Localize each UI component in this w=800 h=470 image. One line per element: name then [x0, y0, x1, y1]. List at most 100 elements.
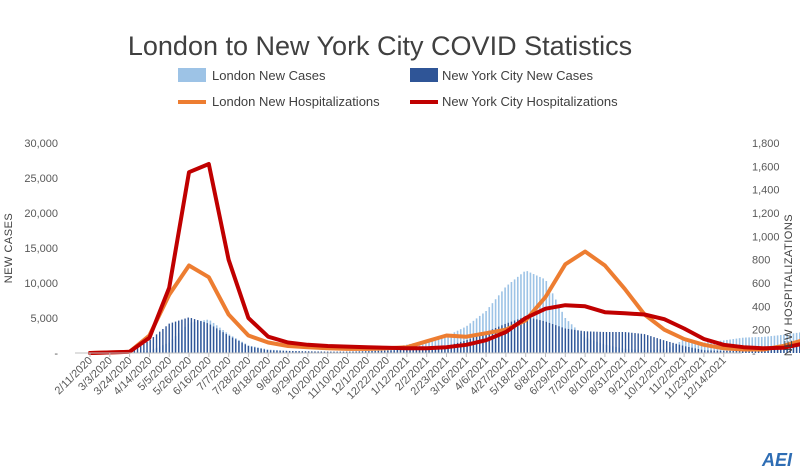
- nyc-cases-bar: [751, 350, 753, 353]
- nyc-cases-bar: [425, 348, 427, 353]
- y2-tick-label: 600: [752, 278, 770, 290]
- nyc-cases-bar: [593, 331, 595, 353]
- nyc-cases-bar: [133, 349, 136, 353]
- london-cases-bar: [551, 293, 554, 353]
- nyc-cases-bar: [539, 320, 541, 353]
- nyc-cases-bar: [726, 350, 728, 353]
- nyc-cases-bar: [412, 349, 414, 353]
- london-cases-bar: [548, 287, 551, 353]
- nyc-cases-bar: [577, 330, 579, 353]
- nyc-cases-bar: [380, 350, 383, 353]
- nyc-cases-bar: [266, 350, 269, 353]
- nyc-cases-bar: [618, 332, 620, 353]
- nyc-cases-bar: [608, 332, 611, 353]
- nyc-cases-bar: [786, 345, 788, 353]
- london-cases-bar: [434, 338, 437, 353]
- london-cases-bar: [700, 342, 703, 353]
- nyc-cases-bar: [510, 321, 513, 353]
- nyc-cases-bar: [634, 333, 636, 353]
- y2-tick-label: -: [752, 348, 756, 360]
- nyc-cases-bar: [187, 317, 189, 353]
- nyc-cases-bar: [685, 346, 687, 353]
- nyc-cases-bar: [165, 326, 167, 353]
- london-cases-bar: [469, 323, 472, 353]
- nyc-cases-bar: [250, 346, 253, 353]
- nyc-cases-bar: [792, 345, 795, 353]
- legend: London New Cases New York City New Cases…: [178, 68, 618, 109]
- y2-tick-label: 400: [752, 301, 770, 313]
- nyc-cases-bar: [292, 350, 294, 353]
- london-cases-bar: [691, 340, 693, 353]
- nyc-cases-bar: [494, 327, 497, 353]
- nyc-cases-bar: [238, 340, 240, 353]
- nyc-cases-bar: [355, 351, 357, 353]
- legend-label-nyc-cases: New York City New Cases: [442, 68, 593, 83]
- nyc-cases-bar: [358, 351, 361, 353]
- nyc-cases-bar: [659, 339, 662, 353]
- nyc-cases-bar: [228, 335, 231, 353]
- nyc-cases-bar: [713, 350, 715, 353]
- nyc-cases-bar: [263, 349, 265, 353]
- nyc-cases-bar: [282, 350, 284, 353]
- nyc-cases-bar: [422, 348, 424, 353]
- nyc-cases-bar: [235, 339, 237, 353]
- london-cases-bar: [684, 339, 687, 353]
- nyc-cases-bar: [339, 351, 342, 353]
- london-cases-bar: [773, 335, 776, 353]
- nyc-cases-bar: [434, 347, 437, 353]
- nyc-cases-bar: [479, 334, 481, 353]
- nyc-cases-bar: [567, 328, 570, 353]
- nyc-cases-bar: [149, 339, 151, 353]
- london-cases-bar: [516, 276, 519, 353]
- nyc-cases-bar: [222, 332, 224, 353]
- london-cases-bar: [703, 342, 706, 353]
- nyc-cases-bar: [700, 349, 703, 353]
- nyc-cases-bar: [403, 349, 405, 353]
- nyc-cases-bar: [773, 347, 776, 353]
- london-cases-bar: [494, 299, 497, 353]
- nyc-cases-bar: [631, 332, 633, 353]
- y2-tick-label: 1,400: [752, 185, 780, 197]
- nyc-cases-bar: [551, 324, 554, 353]
- nyc-cases-bar: [209, 324, 212, 353]
- y2-tick-label: 1,800: [752, 138, 780, 150]
- nyc-cases-bar: [570, 329, 573, 353]
- y2-tick-label: 1,600: [752, 161, 780, 173]
- nyc-cases-bar: [342, 351, 345, 353]
- y-tick-label: 10,000: [24, 278, 58, 290]
- london-cases-bar: [466, 325, 468, 353]
- nyc-cases-bar: [336, 351, 338, 353]
- nyc-cases-bar: [288, 350, 291, 353]
- london-cases-bar: [447, 335, 449, 353]
- nyc-cases-bar: [482, 333, 484, 353]
- nyc-cases-bar: [704, 350, 706, 353]
- london-cases-bar: [748, 337, 750, 353]
- legend-label-nyc-hosp: New York City Hospitalizations: [442, 94, 618, 109]
- london-cases-bar: [393, 347, 395, 353]
- nyc-cases-bar: [767, 349, 769, 353]
- bars-layer: [92, 271, 800, 353]
- nyc-cases-bar: [738, 350, 741, 353]
- london-cases-bar: [751, 337, 754, 353]
- nyc-cases-bar: [586, 331, 589, 353]
- nyc-cases-bar: [723, 350, 725, 353]
- nyc-cases-bar: [491, 329, 494, 353]
- nyc-cases-bar: [146, 341, 148, 353]
- london-cases-bar: [463, 327, 465, 353]
- nyc-cases-bar: [672, 342, 674, 353]
- london-cases-bar: [523, 271, 525, 353]
- nyc-cases-bar: [615, 332, 617, 353]
- london-cases-bar: [450, 333, 453, 353]
- london-cases-bar: [497, 295, 500, 353]
- nyc-cases-bar: [691, 347, 693, 353]
- nyc-cases-bar: [599, 331, 601, 353]
- nyc-cases-bar: [523, 317, 525, 353]
- nyc-cases-bar: [371, 351, 373, 353]
- nyc-cases-bar: [624, 332, 627, 353]
- nyc-cases-bar: [139, 345, 142, 353]
- nyc-cases-bar: [444, 346, 446, 353]
- nyc-cases-bar: [453, 343, 456, 353]
- nyc-cases-bar: [241, 342, 243, 353]
- london-cases-bar: [507, 284, 510, 353]
- nyc-cases-bar: [361, 351, 364, 353]
